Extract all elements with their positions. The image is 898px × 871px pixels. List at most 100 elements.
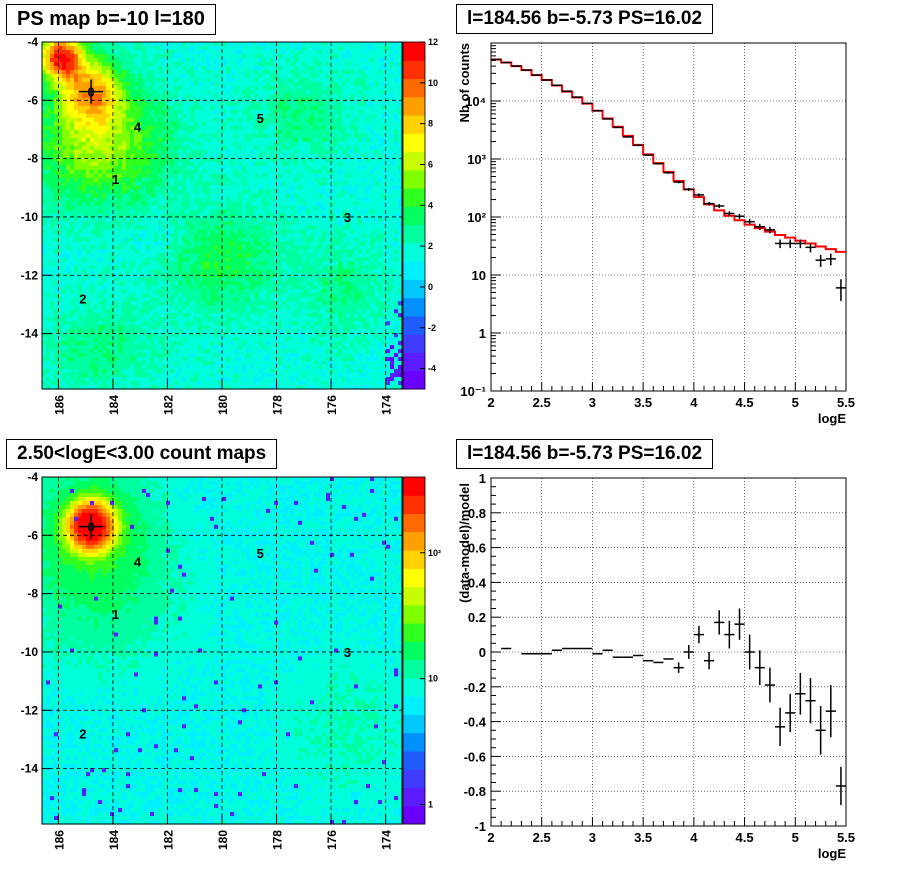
heatmap-cell (86, 173, 91, 179)
heatmap-cell (74, 289, 79, 294)
heatmap-cell (174, 213, 179, 219)
heatmap-cell (182, 337, 187, 342)
heatmap-cell (102, 369, 107, 374)
heatmap-cell (254, 217, 259, 223)
heatmap-cell (258, 245, 263, 250)
heatmap-cell (54, 365, 59, 370)
heatmap-cell (158, 237, 163, 243)
heatmap-cell (62, 101, 67, 107)
heatmap-cell (182, 233, 187, 239)
heatmap-cell (134, 353, 139, 358)
heatmap-cell (230, 57, 235, 63)
heatmap-cell (58, 329, 63, 334)
heatmap-cell (70, 209, 75, 215)
heatmap-cell (42, 61, 47, 67)
heatmap-cell (94, 309, 99, 314)
heatmap-cell (218, 345, 223, 350)
heatmap-cell (150, 165, 155, 171)
heatmap-cell (238, 73, 243, 79)
heatmap-cell (126, 61, 131, 67)
heatmap-cell (142, 149, 147, 155)
heatmap-cell (58, 113, 63, 119)
heatmap-cell (186, 305, 191, 310)
heatmap-cell (66, 113, 71, 119)
heatmap-cell (222, 89, 227, 95)
heatmap-cell (206, 261, 211, 266)
heatmap-cell (146, 369, 151, 374)
heatmap-cell (62, 385, 67, 390)
heatmap-cell (118, 293, 123, 298)
heatmap-cell (142, 161, 147, 167)
heatmap-cell (154, 69, 159, 75)
heatmap-cell (126, 157, 131, 163)
heatmap-cell (246, 365, 251, 370)
heatmap-cell (202, 345, 207, 350)
heatmap-cell (150, 285, 155, 290)
heatmap-cell (190, 365, 195, 370)
heatmap-cell (142, 273, 147, 278)
heatmap-cell (270, 137, 275, 143)
heatmap-cell (198, 169, 203, 175)
heatmap-cell (158, 181, 163, 187)
heatmap-cell (102, 45, 107, 51)
heatmap-cell (46, 289, 51, 294)
heatmap-cell (186, 277, 191, 282)
heatmap-cell (106, 373, 111, 378)
heatmap-cell (50, 213, 55, 219)
heatmap-cell (262, 145, 267, 151)
heatmap-cell (250, 385, 255, 390)
heatmap-cell (166, 109, 171, 115)
heatmap-cell (42, 161, 47, 167)
heatmap-cell (218, 245, 223, 250)
heatmap-cell (162, 293, 167, 298)
heatmap-cell (130, 185, 135, 191)
heatmap-cell (50, 225, 55, 231)
heatmap-cell (210, 45, 215, 51)
heatmap-cell (166, 321, 171, 326)
heatmap-cell (86, 197, 91, 203)
heatmap-cell (250, 205, 255, 211)
heatmap-cell (194, 141, 199, 147)
heatmap-cell (62, 357, 67, 362)
heatmap-cell (146, 177, 151, 183)
heatmap-cell (226, 269, 231, 274)
heatmap-cell (222, 73, 227, 79)
heatmap-cell (178, 165, 183, 171)
heatmap-cell (226, 217, 231, 223)
heatmap-cell (162, 157, 167, 163)
heatmap-cell (202, 73, 207, 79)
heatmap-cell (74, 377, 79, 382)
heatmap-cell (254, 345, 259, 350)
heatmap-cell (178, 157, 183, 163)
heatmap-cell (238, 213, 243, 219)
heatmap-cell (78, 245, 83, 250)
heatmap-cell (246, 381, 251, 386)
heatmap-cell (142, 97, 147, 103)
heatmap-cell (230, 313, 235, 318)
heatmap-cell (174, 93, 179, 99)
heatmap-cell (254, 377, 259, 382)
heatmap-cell (110, 77, 115, 83)
heatmap-cell (190, 73, 195, 79)
heatmap-cell (166, 301, 171, 306)
heatmap-cell (78, 333, 83, 338)
heatmap-cell (150, 213, 155, 219)
heatmap-cell (246, 165, 251, 171)
heatmap-cell (154, 221, 159, 227)
heatmap-cell (186, 109, 191, 115)
heatmap-cell (130, 277, 135, 282)
heatmap-cell (234, 169, 239, 175)
heatmap-cell (118, 53, 123, 59)
heatmap-cell (162, 125, 167, 131)
heatmap-cell (126, 205, 131, 211)
heatmap-cell (214, 357, 219, 362)
heatmap-cell (154, 45, 159, 51)
heatmap-cell (242, 329, 247, 334)
heatmap-cell (234, 53, 239, 59)
heatmap-cell (118, 129, 123, 135)
heatmap-cell (178, 181, 183, 187)
heatmap-cell (234, 173, 239, 179)
heatmap-cell (254, 133, 259, 139)
heatmap-cell (122, 365, 127, 370)
heatmap-cell (258, 309, 263, 314)
